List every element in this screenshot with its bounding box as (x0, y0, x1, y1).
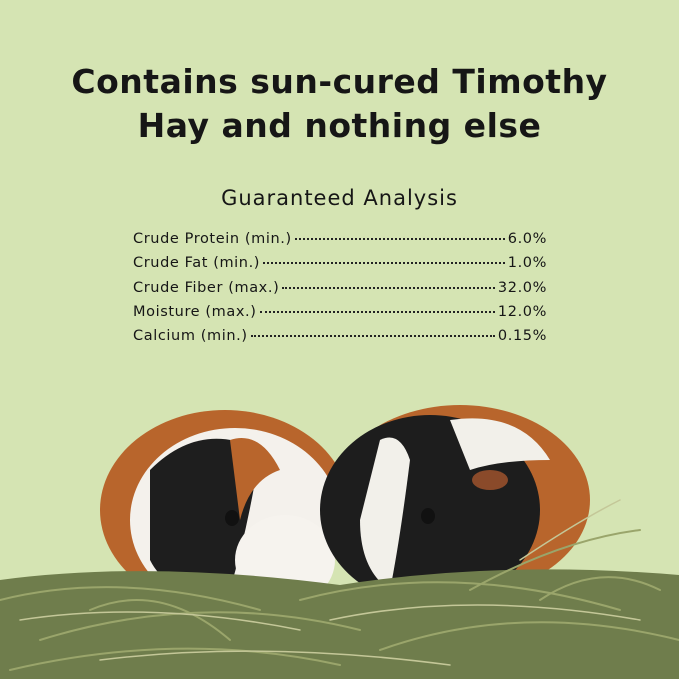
analysis-row: Crude Protein (min.) 6.0% (133, 231, 547, 255)
analysis-value: 12.0% (497, 303, 547, 320)
analysis-value: 0.15% (497, 328, 547, 345)
analysis-value: 6.0% (507, 231, 547, 247)
guinea-pig-left (100, 410, 350, 612)
guaranteed-analysis-table: Crude Protein (min.) 6.0% Crude Fat (min.… (133, 231, 547, 352)
guinea-pig-right (320, 405, 590, 605)
dot-leader (282, 286, 495, 289)
dot-leader (294, 238, 505, 240)
guinea-pigs-photo (0, 405, 679, 679)
headline: Contains sun-cured Timothy Hay and nothi… (0, 60, 679, 148)
analysis-label: Calcium (min.) (133, 328, 248, 345)
analysis-label: Crude Protein (min.) (133, 231, 292, 247)
dot-leader (263, 262, 505, 265)
dot-leader (250, 335, 495, 338)
headline-line-2: Hay and nothing else (137, 106, 542, 145)
headline-line-1: Contains sun-cured Timothy (71, 62, 608, 101)
guaranteed-analysis-title: Guaranteed Analysis (221, 186, 458, 210)
analysis-row: Calcium (min.) 0.15% (133, 328, 547, 352)
analysis-row: Moisture (max.) 12.0% (133, 304, 547, 328)
analysis-value: 1.0% (507, 255, 547, 272)
dot-leader (259, 310, 495, 313)
analysis-row: Crude Fat (min.) 1.0% (133, 255, 547, 279)
timothy-hay (0, 499, 679, 679)
analysis-label: Crude Fat (min.) (133, 255, 261, 272)
analysis-label: Moisture (max.) (133, 303, 257, 320)
analysis-value: 32.0% (497, 279, 547, 296)
analysis-label: Crude Fiber (max.) (133, 279, 280, 296)
analysis-row: Crude Fiber (max.) 32.0% (133, 280, 547, 304)
